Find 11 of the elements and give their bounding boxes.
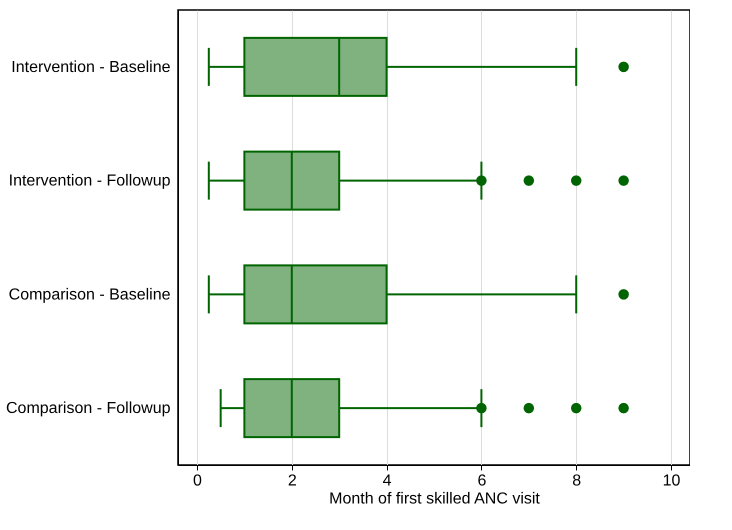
y-tick-label: Comparison - Followup [6,400,171,418]
x-tick-label: 2 [288,472,297,490]
x-tick-label: 0 [193,472,202,490]
x-axis-title: Month of first skilled ANC visit [329,490,540,508]
x-tick-label: 4 [382,472,392,490]
y-tick-label: Intervention - Baseline [11,58,171,76]
x-tick-label: 6 [477,472,486,490]
y-tick-label: Comparison - Baseline [8,286,171,304]
x-tick-label: 8 [572,472,582,490]
x-tick-label: 10 [662,472,681,490]
y-tick-label: Intervention - Followup [8,172,171,190]
